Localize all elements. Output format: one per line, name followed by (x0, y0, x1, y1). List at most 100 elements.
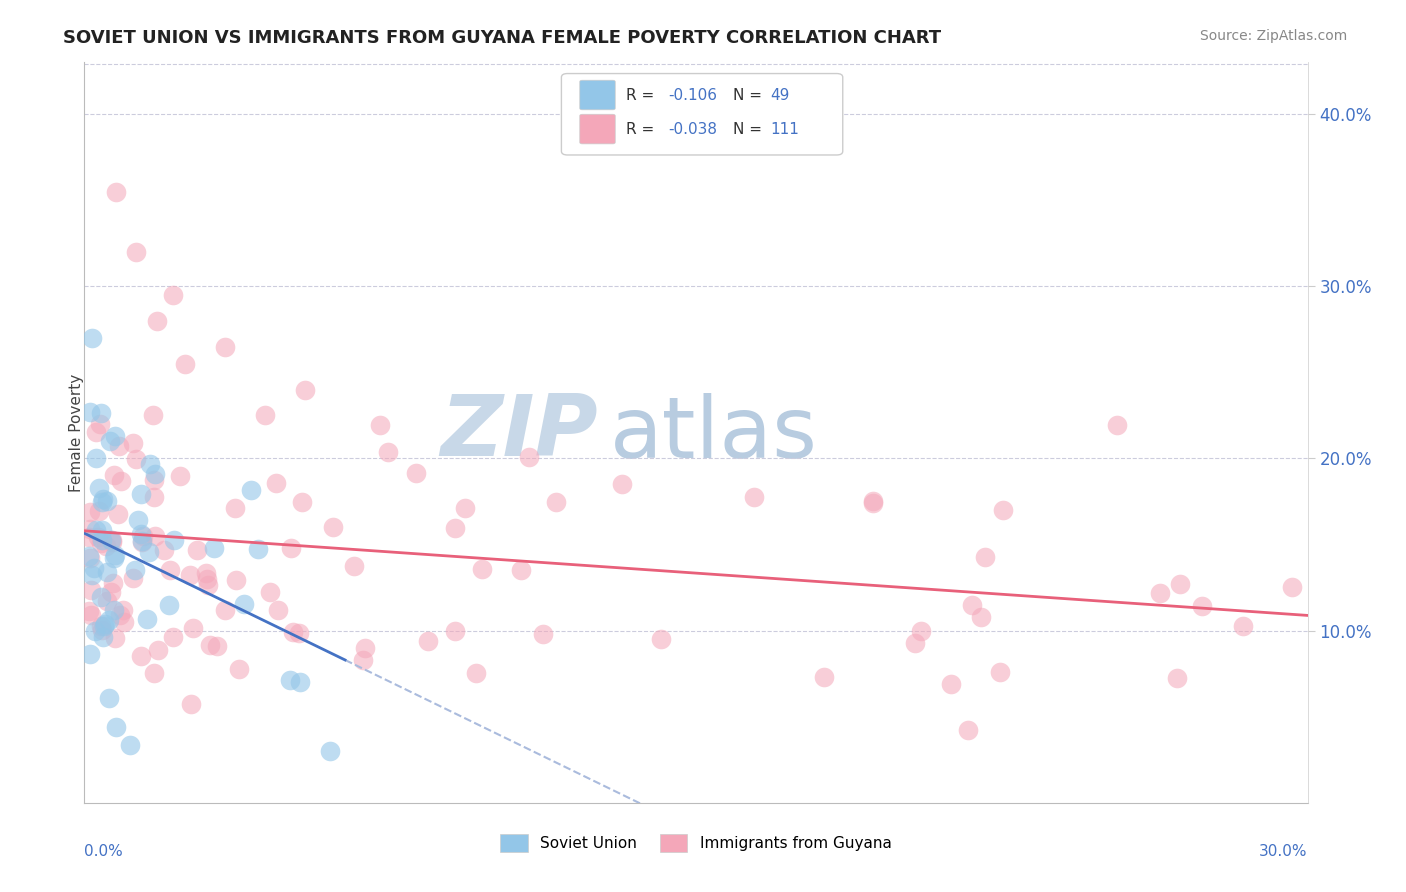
Point (79, 405, 101, 419)
Point (121, 435, 143, 450)
Point (443, 521, 465, 535)
Point (143, 529, 166, 543)
Point (82, 331, 104, 345)
Point (471, 562, 494, 576)
Point (100, 534, 122, 549)
Point (1149, 586, 1171, 600)
Point (152, 543, 174, 558)
Point (84, 425, 107, 439)
Text: -0.038: -0.038 (668, 121, 717, 136)
Point (1232, 619, 1254, 633)
FancyBboxPatch shape (561, 73, 842, 155)
Point (266, 603, 288, 617)
Point (197, 578, 219, 592)
Point (125, 244, 148, 259)
Point (1168, 576, 1191, 591)
Point (136, 612, 159, 626)
Point (90, 619, 112, 633)
Point (509, 563, 531, 577)
Point (122, 571, 145, 585)
Point (101, 576, 124, 591)
Point (1191, 599, 1213, 613)
Point (83, 624, 105, 638)
Point (239, 483, 262, 497)
Point (319, 744, 342, 758)
Point (77, 604, 100, 618)
Point (970, 610, 993, 624)
Point (145, 467, 167, 481)
Point (264, 475, 287, 490)
Text: N =: N = (733, 87, 766, 103)
Point (283, 624, 305, 639)
Point (214, 339, 236, 353)
Point (904, 635, 927, 649)
Point (105, 185, 128, 199)
Point (862, 493, 884, 508)
Point (233, 597, 256, 611)
Point (84, 524, 107, 538)
Point (103, 551, 125, 566)
Point (180, 697, 202, 711)
Point (142, 409, 165, 423)
Point (90, 494, 112, 508)
Point (228, 663, 250, 677)
Point (247, 541, 270, 556)
Point (195, 566, 218, 581)
Text: Source: ZipAtlas.com: Source: ZipAtlas.com (1199, 29, 1347, 43)
Text: 30.0%: 30.0% (1260, 844, 1308, 858)
Point (352, 653, 374, 667)
Point (416, 634, 439, 648)
Point (742, 490, 765, 504)
Point (131, 534, 153, 549)
Point (110, 474, 132, 488)
Point (79, 647, 101, 661)
Point (94, 617, 117, 632)
Y-axis label: Female Poverty: Female Poverty (69, 374, 83, 491)
Point (1105, 418, 1128, 433)
Point (253, 409, 276, 423)
Point (91, 533, 114, 548)
Point (225, 573, 247, 587)
Point (93, 491, 115, 506)
Point (90, 623, 112, 637)
Point (90, 536, 112, 550)
Point (107, 507, 129, 521)
Point (131, 486, 153, 500)
Point (157, 599, 180, 613)
Point (83, 561, 105, 575)
Point (94, 540, 117, 554)
Point (86, 450, 108, 465)
Point (98, 434, 121, 449)
Point (993, 503, 1015, 517)
Point (143, 490, 166, 504)
Text: atlas: atlas (610, 393, 818, 476)
Point (278, 673, 301, 687)
Point (79, 505, 101, 519)
Text: R =: R = (626, 87, 659, 103)
Point (91, 524, 114, 538)
Point (813, 670, 835, 684)
Point (120, 738, 142, 752)
Point (145, 314, 167, 328)
Text: 111: 111 (770, 121, 800, 136)
Point (129, 526, 152, 541)
Text: N =: N = (733, 121, 766, 136)
Point (93, 618, 115, 632)
Point (162, 630, 184, 644)
Point (103, 603, 125, 617)
Point (517, 450, 540, 465)
Point (650, 632, 672, 647)
Point (186, 543, 208, 558)
Point (100, 585, 122, 599)
Point (453, 500, 475, 515)
Text: R =: R = (626, 121, 659, 136)
Point (139, 457, 162, 471)
Point (973, 549, 995, 564)
Point (464, 666, 486, 681)
Point (910, 624, 932, 639)
Point (202, 541, 225, 555)
Point (82, 568, 104, 582)
Point (531, 627, 554, 641)
Point (96, 494, 118, 508)
Point (96, 594, 118, 608)
